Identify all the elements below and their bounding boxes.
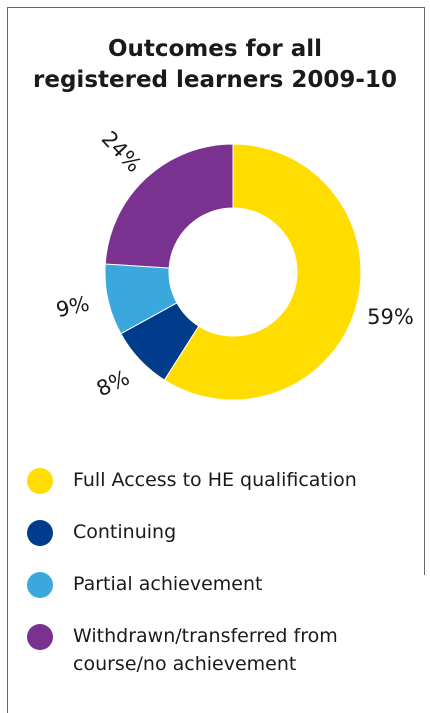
legend-item: Withdrawn/transferred from course/no ach… xyxy=(20,622,420,678)
slice xyxy=(163,143,362,401)
legend-swatch xyxy=(27,572,53,598)
slice xyxy=(104,143,234,269)
legend-item: Full Access to HE qualification xyxy=(20,466,420,494)
legend-swatch xyxy=(27,468,53,494)
legend-label: Continuing xyxy=(73,521,177,543)
legend-swatch xyxy=(27,520,53,546)
legend-label: Full Access to HE qualification xyxy=(73,469,357,491)
value-label: 8% xyxy=(93,365,133,401)
legend-swatch xyxy=(27,624,53,650)
legend: Full Access to HE qualification Continuin… xyxy=(20,466,420,702)
legend-item: Partial achievement xyxy=(20,570,420,598)
title-line: Outcomes for all xyxy=(107,36,323,62)
title-line: registered learners 2009-10 xyxy=(33,67,397,93)
legend-label: Partial achievement xyxy=(73,573,263,595)
value-label: 59% xyxy=(367,305,414,329)
chart-title: Outcomes for all registered learners 2009… xyxy=(20,34,410,96)
legend-item: Continuing xyxy=(20,518,420,546)
frame xyxy=(7,7,425,713)
value-label: 24% xyxy=(97,127,146,177)
legend-label: Withdrawn/transferred from course/no ach… xyxy=(73,625,338,675)
value-label: 9% xyxy=(54,291,92,322)
